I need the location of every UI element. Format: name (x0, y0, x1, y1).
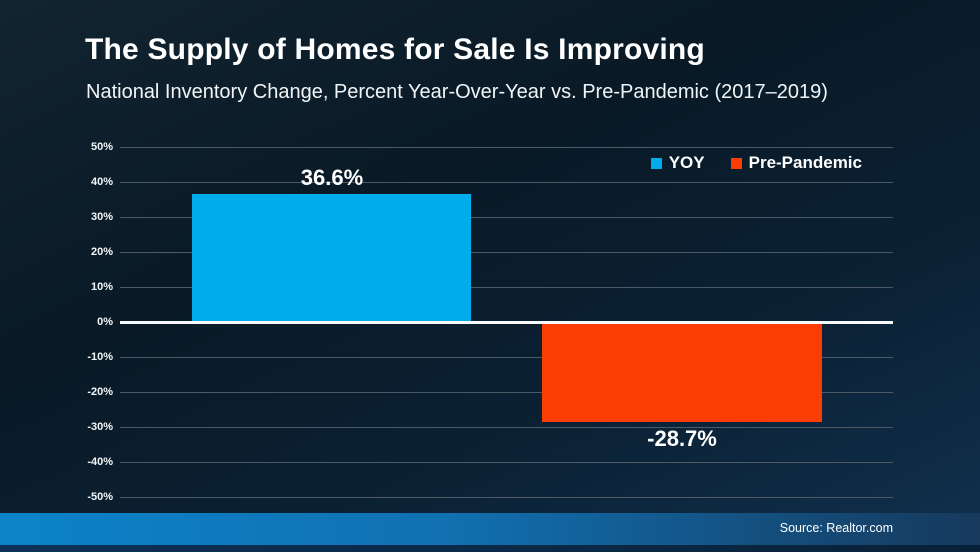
footer-strip (0, 545, 980, 552)
y-tick-label: 10% (90, 281, 113, 293)
bar-yoy (192, 194, 471, 322)
data-label-pre-pandemic: -28.7% (647, 426, 717, 451)
gridline (120, 287, 893, 288)
legend: YOY Pre-Pandemic (650, 153, 862, 173)
y-axis: 50% 40% 30% 20% 10% 0% -10% -20% -30% -40% -50% (0, 141, 113, 503)
y-tick-label: -50% (87, 491, 113, 503)
y-tick-label: 0% (97, 316, 113, 328)
gridline (120, 182, 893, 183)
y-tick-label: 50% (90, 141, 113, 153)
gridline (120, 252, 893, 253)
data-label-yoy: 36.6% (300, 165, 364, 190)
gridline (120, 147, 893, 148)
y-tick-label: -40% (87, 456, 113, 468)
slide-subtitle: National Inventory Change, Percent Year-… (86, 81, 828, 103)
gridline (120, 217, 893, 218)
footer-bar: Source: Realtor.com (0, 513, 980, 545)
gridline (120, 427, 893, 428)
gridline (120, 462, 893, 463)
y-tick-label: 30% (90, 211, 113, 223)
legend-item-pre-pandemic: Pre-Pandemic (730, 153, 862, 173)
y-tick-label: 20% (90, 246, 113, 258)
legend-label-yoy: YOY (668, 153, 705, 172)
slide-title: The Supply of Homes for Sale Is Improvin… (85, 33, 705, 66)
legend-swatch-yoy (650, 157, 662, 169)
y-tick-label: -20% (87, 386, 113, 398)
gridline (120, 497, 893, 498)
y-tick-label: -10% (87, 351, 113, 363)
legend-label-pre-pandemic: Pre-Pandemic (748, 153, 862, 172)
y-tick-label: -30% (87, 421, 113, 433)
source-label: Source: Realtor.com (779, 521, 893, 535)
y-tick-label: 40% (90, 176, 113, 188)
plot-area: 36.6% -28.7% (120, 147, 893, 498)
zero-axis-line (120, 321, 893, 324)
bar-pre-pandemic (542, 322, 822, 422)
gridline (120, 357, 893, 358)
legend-item-yoy: YOY (650, 153, 705, 173)
legend-swatch-pre-pandemic (730, 157, 742, 169)
gridline (120, 392, 893, 393)
